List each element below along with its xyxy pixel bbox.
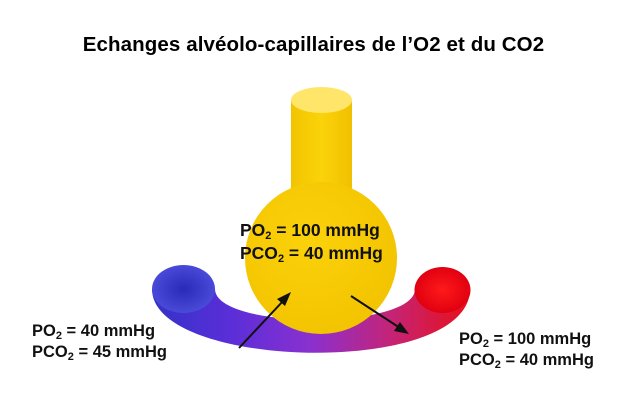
alveolus-stem-top <box>291 87 352 113</box>
alveolus-pco2: PCO2 = 40 mmHg <box>240 243 383 265</box>
alveolus-po2: PO2 = 100 mmHg <box>240 220 380 242</box>
venous-pressures: PO2 = 40 mmHg PCO2 = 45 mmHg <box>32 321 167 363</box>
venous-po2: PO2 = 40 mmHg <box>32 322 156 342</box>
arterial-po2: PO2 = 100 mmHg <box>459 330 592 350</box>
alveolus-pressures: PO2 = 100 mmHg PCO2 = 40 mmHg <box>240 219 383 265</box>
alveolus-stem <box>291 100 352 195</box>
alveolus <box>245 87 397 334</box>
arterial-pressures: PO2 = 100 mmHg PCO2 = 40 mmHg <box>459 329 594 371</box>
diagram-title: Echanges alvéolo-capillaires de l’O2 et … <box>82 33 545 56</box>
capillary-arterial-end <box>414 267 471 313</box>
arrow-o2-to-blood <box>350 295 409 334</box>
venous-pco2: PCO2 = 45 mmHg <box>32 343 167 363</box>
arrow-co2-to-alveolus <box>238 292 291 349</box>
arterial-pco2: PCO2 = 40 mmHg <box>459 351 594 371</box>
capillary-venous-end <box>152 265 215 313</box>
